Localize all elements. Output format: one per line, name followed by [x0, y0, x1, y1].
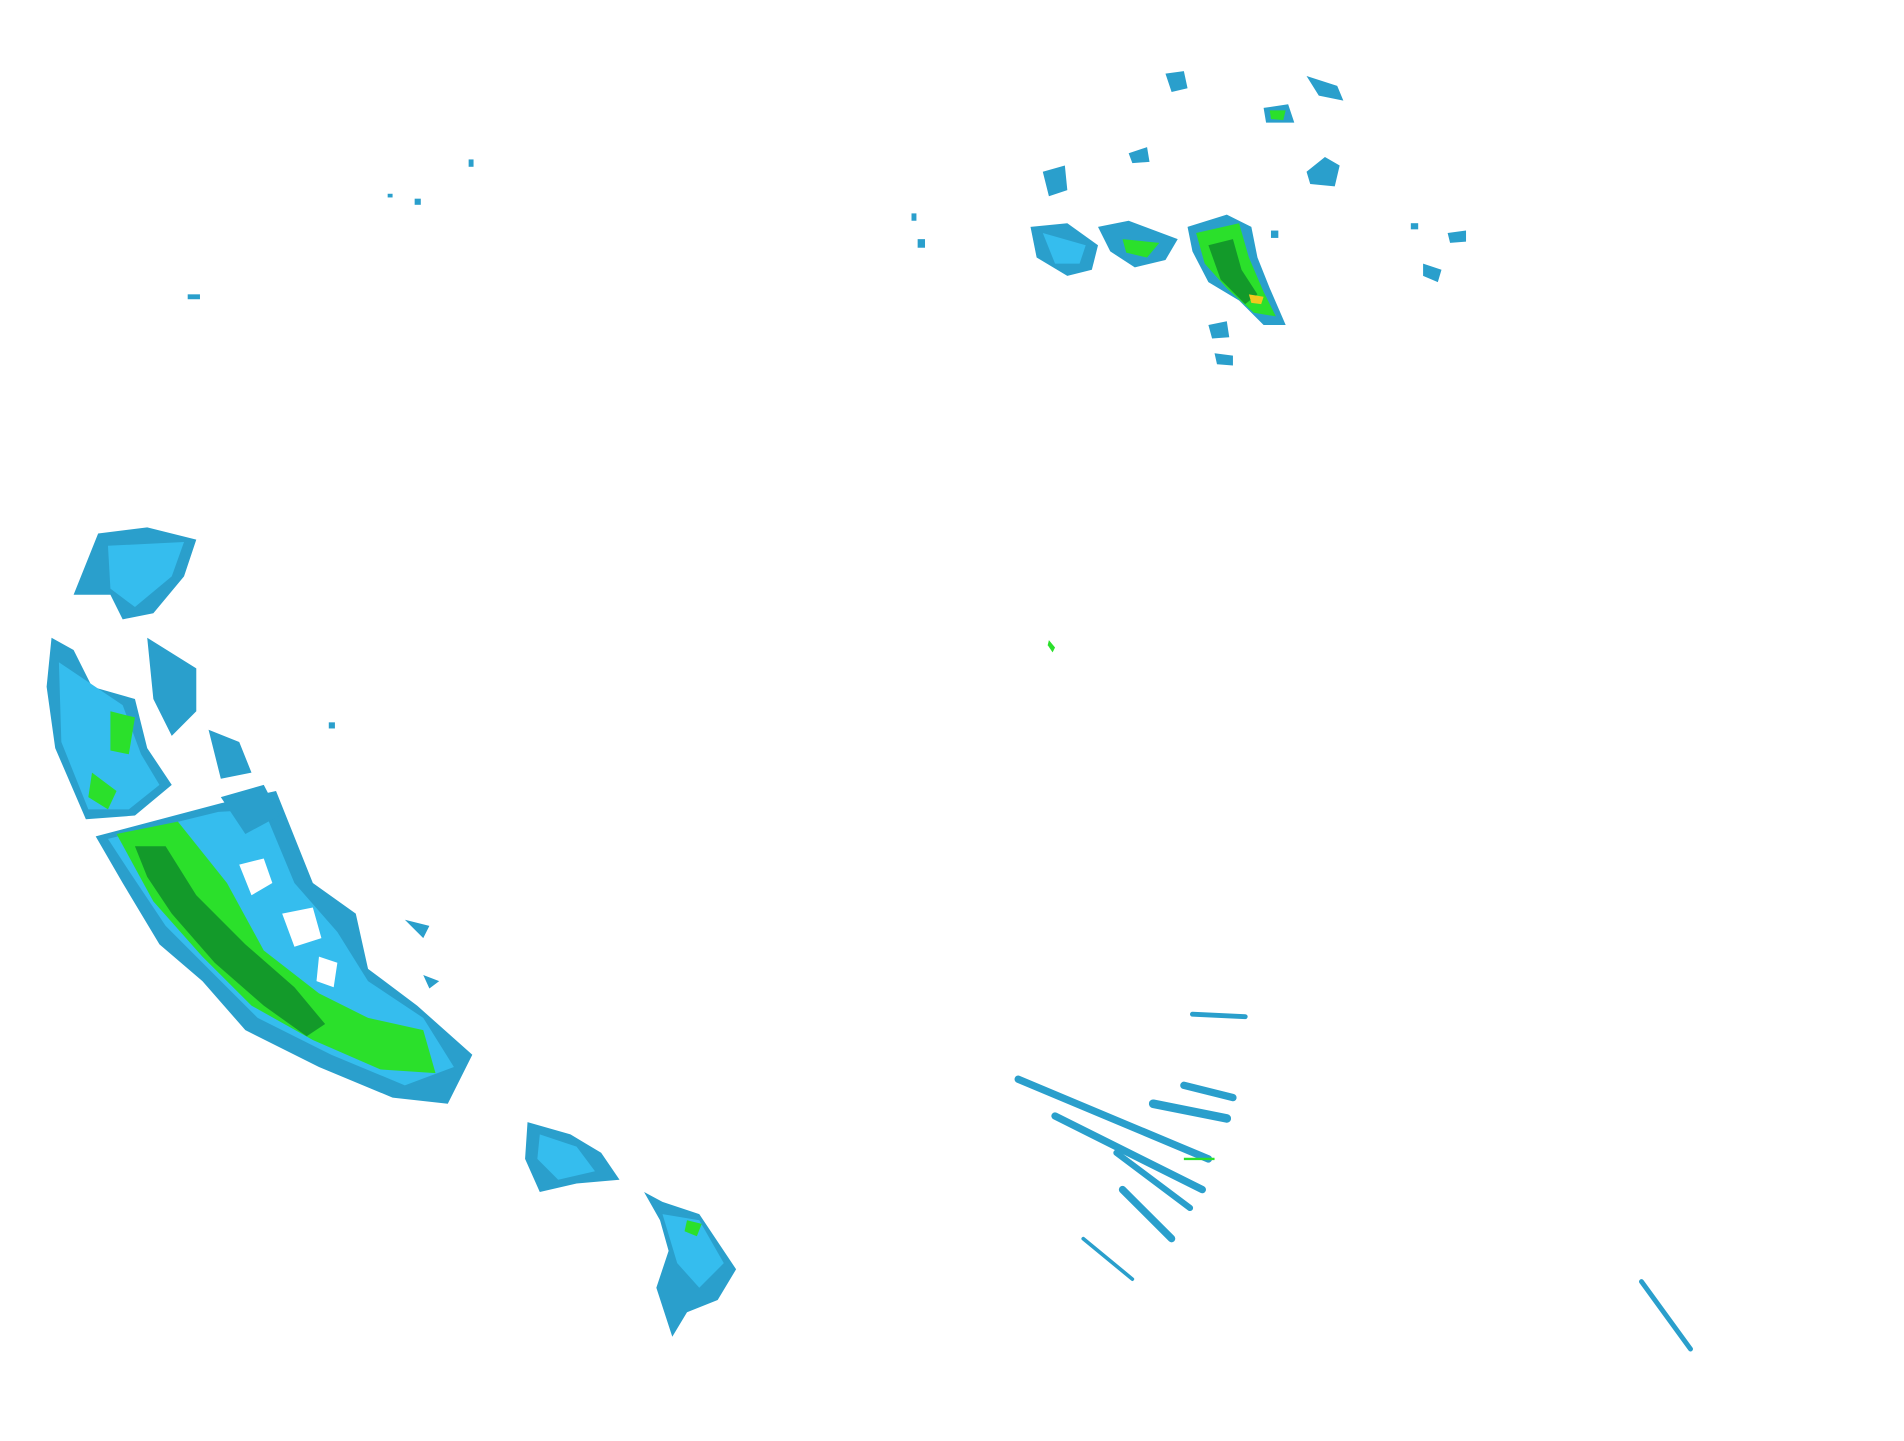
speck — [917, 239, 926, 248]
speck — [328, 722, 335, 729]
beam-artifacts — [1014, 1011, 1693, 1352]
speck — [468, 159, 474, 167]
echo — [1042, 233, 1086, 264]
speck — [1410, 223, 1419, 230]
streak — [1014, 1075, 1213, 1163]
specks — [187, 159, 1419, 729]
echo — [684, 1220, 702, 1237]
streak — [1180, 1081, 1237, 1102]
echo — [58, 662, 160, 810]
streak — [1118, 1185, 1176, 1243]
echo — [107, 542, 185, 608]
speck — [414, 198, 421, 205]
echo — [1263, 76, 1344, 187]
gap — [239, 858, 338, 988]
echo — [662, 1214, 724, 1288]
echo — [134, 846, 326, 1037]
speck — [911, 213, 917, 221]
echo — [88, 711, 135, 810]
streak — [1190, 1011, 1248, 1020]
streak — [1051, 1112, 1206, 1194]
echo — [116, 821, 436, 1074]
lower-cells — [525, 1122, 737, 1337]
left-band — [46, 527, 473, 1104]
streak — [1081, 1236, 1135, 1281]
streak — [1113, 1149, 1194, 1212]
echo — [147, 637, 252, 779]
echo — [1248, 294, 1264, 305]
streak — [1148, 1099, 1232, 1123]
echo — [1269, 110, 1286, 121]
speck — [1270, 230, 1279, 238]
echo — [1208, 239, 1258, 305]
upper-cells — [1030, 71, 1467, 653]
streak — [1639, 1279, 1693, 1352]
echo — [1122, 239, 1160, 258]
speck — [387, 193, 393, 198]
speck — [187, 294, 200, 300]
echo — [537, 1134, 595, 1180]
echo — [1047, 640, 1056, 653]
echo — [220, 784, 440, 989]
